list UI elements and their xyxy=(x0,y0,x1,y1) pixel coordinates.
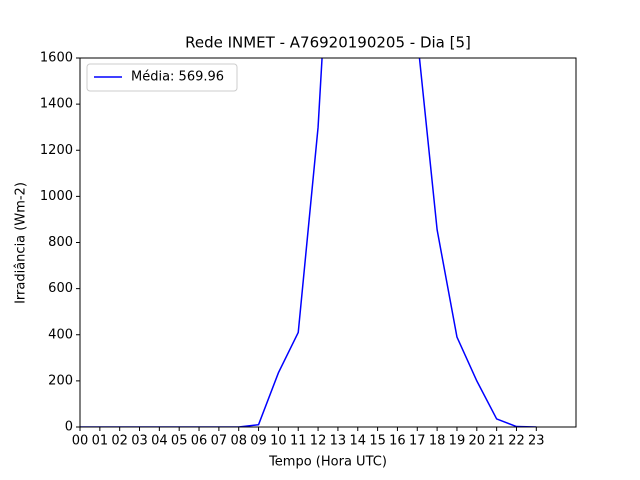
x-tick-label: 01 xyxy=(92,434,109,449)
x-tick-label: 08 xyxy=(230,434,247,449)
x-tick-label: 22 xyxy=(508,434,525,449)
y-tick-label: 0 xyxy=(65,420,73,435)
y-tick-label: 1400 xyxy=(40,97,73,112)
x-tick-label: 18 xyxy=(429,434,446,449)
plot-area xyxy=(80,58,537,427)
x-tick-label: 14 xyxy=(349,434,366,449)
y-tick-label: 600 xyxy=(48,281,73,296)
x-tick-label: 12 xyxy=(310,434,327,449)
x-tick-label: 23 xyxy=(528,434,545,449)
x-tick-label: 15 xyxy=(369,434,386,449)
x-tick-label: 00 xyxy=(72,434,89,449)
x-tick-label: 19 xyxy=(449,434,466,449)
x-tick-label: 02 xyxy=(111,434,128,449)
y-tick-label: 1600 xyxy=(40,51,73,66)
y-tick-label: 800 xyxy=(48,235,73,250)
chart-title: Rede INMET - A76920190205 - Dia [5] xyxy=(185,34,471,52)
y-tick-label: 400 xyxy=(48,327,73,342)
x-tick-label: 03 xyxy=(131,434,148,449)
x-tick-label: 20 xyxy=(469,434,486,449)
legend-box xyxy=(86,63,238,92)
x-tick-label: 07 xyxy=(211,434,228,449)
y-tick-label: 1000 xyxy=(40,189,73,204)
x-tick-label: 13 xyxy=(330,434,347,449)
x-tick-label: 06 xyxy=(191,434,208,449)
x-tick-label: 09 xyxy=(250,434,267,449)
plot-frame xyxy=(79,57,577,428)
x-tick-label: 17 xyxy=(409,434,426,449)
x-tick-label: 05 xyxy=(171,434,188,449)
x-tick-label: 21 xyxy=(488,434,505,449)
x-tick-label: 10 xyxy=(270,434,287,449)
y-axis-label: Irradiância (Wm-2) xyxy=(14,182,29,304)
x-axis-label: Tempo (Hora UTC) xyxy=(268,455,387,470)
y-tick-label: 1200 xyxy=(40,143,73,158)
y-tick-label: 200 xyxy=(48,373,73,388)
x-tick-label: 16 xyxy=(389,434,406,449)
x-tick-label: 04 xyxy=(151,434,168,449)
data-line xyxy=(80,58,537,427)
legend-label: Média: 569.96 xyxy=(131,70,224,85)
x-tick-label: 11 xyxy=(290,434,307,449)
